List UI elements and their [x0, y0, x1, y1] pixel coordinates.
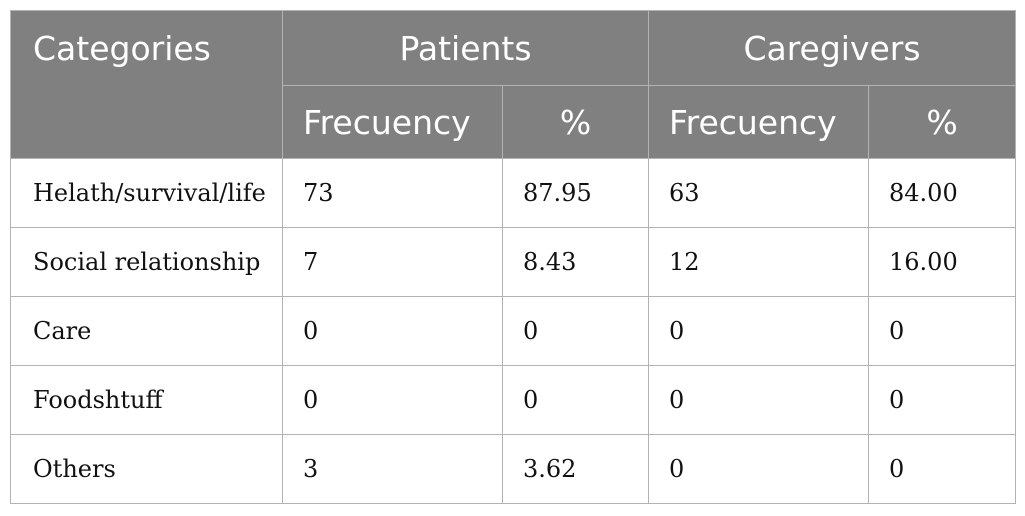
caregivers-percent-cell: 16.00 — [868, 227, 1017, 297]
category-cell: Others — [10, 434, 283, 504]
patients-percent-cell: 0 — [501, 365, 650, 435]
caregivers-frequency-cell: 0 — [648, 365, 870, 435]
patients-frequency-cell: 3 — [282, 434, 503, 504]
caregivers-frequency-cell: 0 — [648, 296, 870, 366]
category-cell: Foodshtuff — [10, 365, 283, 435]
patients-percent-cell: 0 — [501, 296, 650, 366]
header-row-groups: Categories Patients Caregivers — [10, 10, 1017, 159]
patients-percent-cell: 3.62 — [501, 434, 650, 504]
table-header: Categories Patients Caregivers Frecuency… — [10, 10, 1017, 159]
header-categories: Categories — [10, 10, 283, 159]
caregivers-percent-cell: 0 — [868, 296, 1017, 366]
caregivers-frequency-cell: 63 — [648, 158, 870, 228]
patients-frequency-cell: 0 — [282, 365, 503, 435]
table-row: Care 0 0 0 0 — [10, 296, 1017, 366]
table-body: Helath/survival/life 73 87.95 63 84.00 S… — [10, 158, 1017, 504]
patients-frequency-cell: 7 — [282, 227, 503, 297]
header-patients-percent: % — [501, 85, 650, 159]
caregivers-percent-cell: 0 — [868, 365, 1017, 435]
data-table-container: Categories Patients Caregivers Frecuency… — [10, 10, 1017, 504]
patients-frequency-cell: 0 — [282, 296, 503, 366]
table-row: Others 3 3.62 0 0 — [10, 434, 1017, 504]
category-cell: Helath/survival/life — [10, 158, 283, 228]
header-caregivers-percent: % — [868, 85, 1017, 159]
table-row: Social relationship 7 8.43 12 16.00 — [10, 227, 1017, 297]
patients-percent-cell: 8.43 — [501, 227, 650, 297]
header-row-subcolumns: Frecuency % Frecuency % — [11, 85, 1017, 159]
caregivers-frequency-cell: 12 — [648, 227, 870, 297]
header-caregivers: Caregivers — [648, 10, 1017, 86]
category-cell: Care — [10, 296, 283, 366]
caregivers-percent-cell: 84.00 — [868, 158, 1017, 228]
category-cell: Social relationship — [10, 227, 283, 297]
caregivers-percent-cell: 0 — [868, 434, 1017, 504]
table-row: Foodshtuff 0 0 0 0 — [10, 365, 1017, 435]
header-caregivers-frequency: Frecuency — [648, 85, 870, 159]
patients-frequency-cell: 73 — [282, 158, 503, 228]
caregivers-frequency-cell: 0 — [648, 434, 870, 504]
patients-percent-cell: 87.95 — [501, 158, 650, 228]
data-table: Categories Patients Caregivers Frecuency… — [10, 10, 1017, 504]
header-patients: Patients — [281, 10, 650, 86]
header-patients-frequency: Frecuency — [282, 85, 503, 159]
table-row: Helath/survival/life 73 87.95 63 84.00 — [10, 158, 1017, 228]
